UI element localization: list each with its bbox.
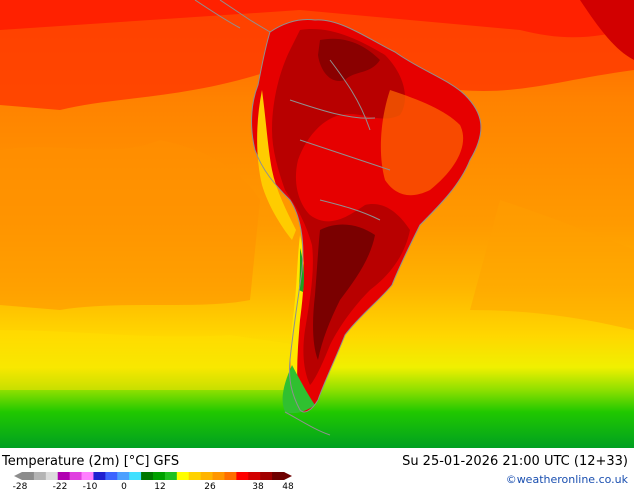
- legend-swatch: [176, 472, 190, 480]
- legend-swatch: [129, 472, 142, 480]
- legend-tick-label: -22: [53, 482, 68, 490]
- legend-swatch: [69, 472, 82, 480]
- legend-swatches: [14, 472, 292, 480]
- map-title: Temperature (2m) [°C] GFS: [2, 454, 180, 469]
- africa-edge: [580, 0, 634, 60]
- credit-link[interactable]: ©weatheronline.co.uk: [505, 473, 628, 486]
- legend-swatch: [164, 472, 178, 480]
- legend-arrow-low: [14, 472, 22, 480]
- legend-swatch: [22, 472, 35, 480]
- legend-tick-label: 0: [121, 482, 127, 490]
- legend-swatch: [212, 472, 225, 480]
- legend-swatch: [33, 472, 47, 480]
- legend-tick-label: 48: [282, 482, 294, 490]
- legend-swatch: [224, 472, 237, 480]
- legend-tick-label: -28: [13, 482, 28, 490]
- color-legend: -28 -22 -10 0 12 26 38 48: [13, 472, 294, 490]
- legend-swatch: [272, 472, 285, 480]
- legend-swatch: [93, 472, 106, 480]
- legend-swatch: [81, 472, 94, 480]
- legend-swatch: [236, 472, 249, 480]
- legend-tick-label: 12: [154, 482, 165, 490]
- legend-tick-label: -10: [83, 482, 98, 490]
- legend-arrow-high: [284, 472, 292, 480]
- legend-swatch: [45, 472, 59, 480]
- legend-swatch: [153, 472, 166, 480]
- legend-tick-label: 38: [252, 482, 264, 490]
- legend-swatch: [188, 472, 202, 480]
- map-footer: Temperature (2m) [°C] GFS Su 25-01-2026 …: [0, 448, 634, 490]
- legend-swatch: [200, 472, 213, 480]
- legend-swatch: [248, 472, 261, 480]
- south-america-land: [251, 19, 481, 414]
- legend-tick-label: 26: [204, 482, 216, 490]
- valid-time: Su 25-01-2026 21:00 UTC (12+33): [402, 454, 628, 469]
- temperature-map: [0, 0, 634, 448]
- legend-swatch: [57, 472, 71, 480]
- legend-ticks: -28 -22 -10 0 12 26 38 48: [13, 482, 294, 490]
- legend-swatch: [260, 472, 273, 480]
- legend-swatch: [117, 472, 130, 480]
- legend-swatch: [105, 472, 118, 480]
- legend-swatch: [141, 472, 154, 480]
